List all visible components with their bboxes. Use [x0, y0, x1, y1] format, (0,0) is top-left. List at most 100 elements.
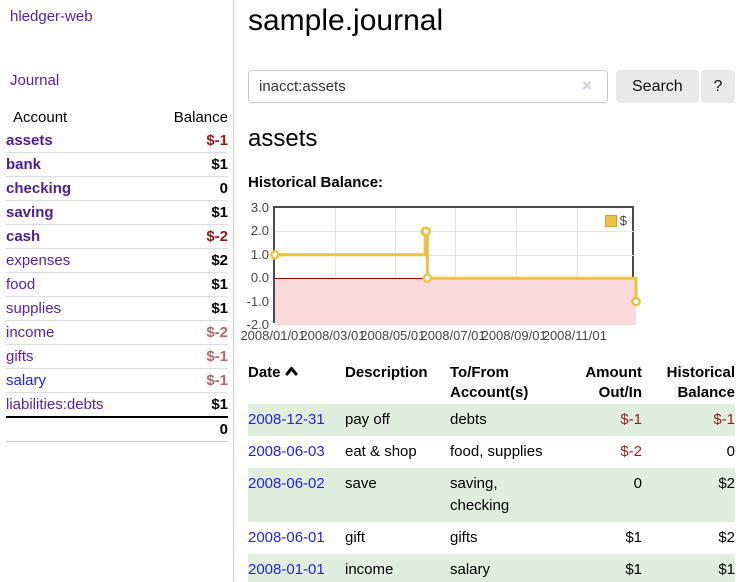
- transaction-row: 2008-12-31 pay off debts $-1 $-1: [248, 404, 735, 436]
- transaction-accounts: salary: [450, 561, 491, 578]
- search-input[interactable]: [248, 70, 608, 103]
- transaction-amount: $-2: [620, 443, 642, 460]
- account-row: food $1: [6, 272, 228, 297]
- transaction-accounts: gifts: [450, 529, 478, 546]
- clear-search-icon[interactable]: ×: [582, 76, 592, 95]
- transaction-description: income: [345, 561, 394, 578]
- date-link[interactable]: 2008-01-01: [248, 561, 325, 578]
- legend-label: $: [619, 213, 627, 228]
- account-row: checking 0: [6, 176, 228, 201]
- historical-balance-chart: $ 3.0 2.0 1.0 0.0 -1.0 -2.0 2008/01/01 2008/03…: [240, 201, 742, 346]
- y-axis-tick-label: 2.0: [250, 223, 269, 239]
- data-point: [422, 273, 433, 283]
- x-axis-tick-label: 2008/11/01: [542, 328, 607, 343]
- app-brand-link[interactable]: hledger-web: [10, 8, 93, 25]
- date-link[interactable]: 2008-06-01: [248, 529, 325, 546]
- transaction-balance: $2: [718, 475, 735, 492]
- transaction-description: pay off: [345, 411, 390, 428]
- account-row: assets $-1: [6, 129, 228, 153]
- sort-ascending-icon: [285, 363, 298, 383]
- amount-column-header: Amount Out/In: [585, 364, 642, 401]
- account-link[interactable]: salary: [6, 371, 47, 389]
- account-link[interactable]: food: [6, 275, 36, 293]
- help-button[interactable]: ?: [701, 70, 735, 103]
- account-link[interactable]: gifts: [6, 347, 34, 365]
- transaction-balance: $2: [718, 529, 735, 546]
- account-link[interactable]: checking: [6, 179, 72, 197]
- account-row: income $-2: [6, 320, 228, 345]
- transaction-description: eat & shop: [345, 443, 417, 460]
- account-row: expenses $2: [6, 248, 228, 273]
- account-link[interactable]: cash: [6, 227, 41, 245]
- historical-column-header: Historical Balance: [666, 364, 735, 401]
- account-balance: $1: [148, 296, 228, 321]
- date-column-header[interactable]: Date: [248, 362, 345, 404]
- account-balance: $-1: [148, 368, 228, 393]
- y-axis-tick-label: 3.0: [250, 200, 269, 215]
- y-axis-tick-label: 1.0: [250, 246, 269, 262]
- x-axis-tick-label: 2008/05/01: [360, 328, 426, 343]
- account-row: bank $1: [6, 152, 228, 177]
- x-axis-tick-label: 2008/01/01: [240, 328, 306, 343]
- x-axis-tick-label: 2008/09/01: [481, 328, 547, 343]
- chart-legend: $: [604, 213, 627, 228]
- chart-title: Historical Balance:: [248, 174, 384, 191]
- gridline: [335, 208, 336, 325]
- account-link[interactable]: expenses: [6, 251, 71, 269]
- y-axis-tick-label: 0.0: [250, 270, 269, 286]
- transaction-description: save: [345, 475, 377, 492]
- description-column-header: Description: [345, 364, 428, 381]
- negative-region-fill: [275, 278, 636, 325]
- gridline: [275, 255, 636, 256]
- account-balance: $-1: [206, 131, 228, 149]
- gridline: [577, 208, 578, 325]
- account-balance: $1: [148, 272, 228, 297]
- transaction-row: 2008-06-01 gift gifts $1 $2: [248, 522, 735, 554]
- sidebar: hledger-web Journal Account Balance asse…: [0, 0, 233, 582]
- date-link[interactable]: 2008-12-31: [248, 411, 325, 428]
- data-point: [421, 226, 432, 237]
- account-balance: 0: [148, 176, 228, 201]
- y-axis-tick-label: -1.0: [246, 293, 269, 309]
- account-row: liabilities:debts $1: [6, 392, 228, 417]
- transaction-amount: $1: [625, 529, 642, 546]
- date-link[interactable]: 2008-06-03: [248, 443, 325, 460]
- account-link[interactable]: bank: [6, 155, 42, 173]
- total-label: [6, 416, 149, 442]
- account-row: supplies $1: [6, 296, 228, 321]
- accounts-table-header: Account Balance: [6, 106, 228, 129]
- accounts-total-row: 0: [6, 416, 228, 442]
- account-row: cash $-2: [6, 224, 228, 249]
- account-row: salary $-1: [6, 368, 228, 393]
- account-link[interactable]: supplies: [6, 299, 62, 317]
- account-balance: $-2: [148, 224, 228, 249]
- balance-line-series: [270, 226, 641, 307]
- account-link[interactable]: liabilities:debts: [6, 395, 104, 413]
- gridline: [395, 208, 396, 325]
- account-link[interactable]: income: [6, 323, 55, 341]
- account-heading: assets: [248, 125, 318, 152]
- transaction-accounts: debts: [450, 411, 487, 428]
- y-axis-tick-label: -2.0: [246, 317, 269, 332]
- main-content: sample.journal × Search ? assets Histori…: [240, 0, 742, 582]
- account-row: saving $1: [6, 200, 228, 225]
- gridline: [455, 208, 456, 325]
- search-button[interactable]: Search: [616, 70, 699, 103]
- page-title: sample.journal: [248, 4, 444, 37]
- tofrom-column-header: To/From Account(s): [450, 364, 529, 401]
- account-link[interactable]: saving: [6, 203, 54, 221]
- x-axis-tick-label: 2008/07/01: [420, 328, 486, 343]
- balance-column-header: Balance: [173, 108, 228, 126]
- gridline: [516, 208, 517, 325]
- account-balance: $-1: [148, 344, 228, 369]
- sidebar-item-journal[interactable]: Journal: [10, 72, 60, 89]
- date-link[interactable]: 2008-06-02: [248, 475, 325, 492]
- account-balance: $2: [148, 248, 228, 273]
- transaction-row: 2008-01-01 income salary $1 $1: [248, 554, 735, 582]
- transaction-row: 2008-06-02 save saving, checking 0 $2: [248, 468, 735, 522]
- x-axis-tick-label: 2008/03/01: [300, 328, 366, 343]
- account-balance: $1: [148, 152, 228, 177]
- transaction-balance: $1: [718, 561, 735, 578]
- transaction-balance: $-1: [713, 411, 735, 428]
- account-link[interactable]: assets: [6, 131, 53, 149]
